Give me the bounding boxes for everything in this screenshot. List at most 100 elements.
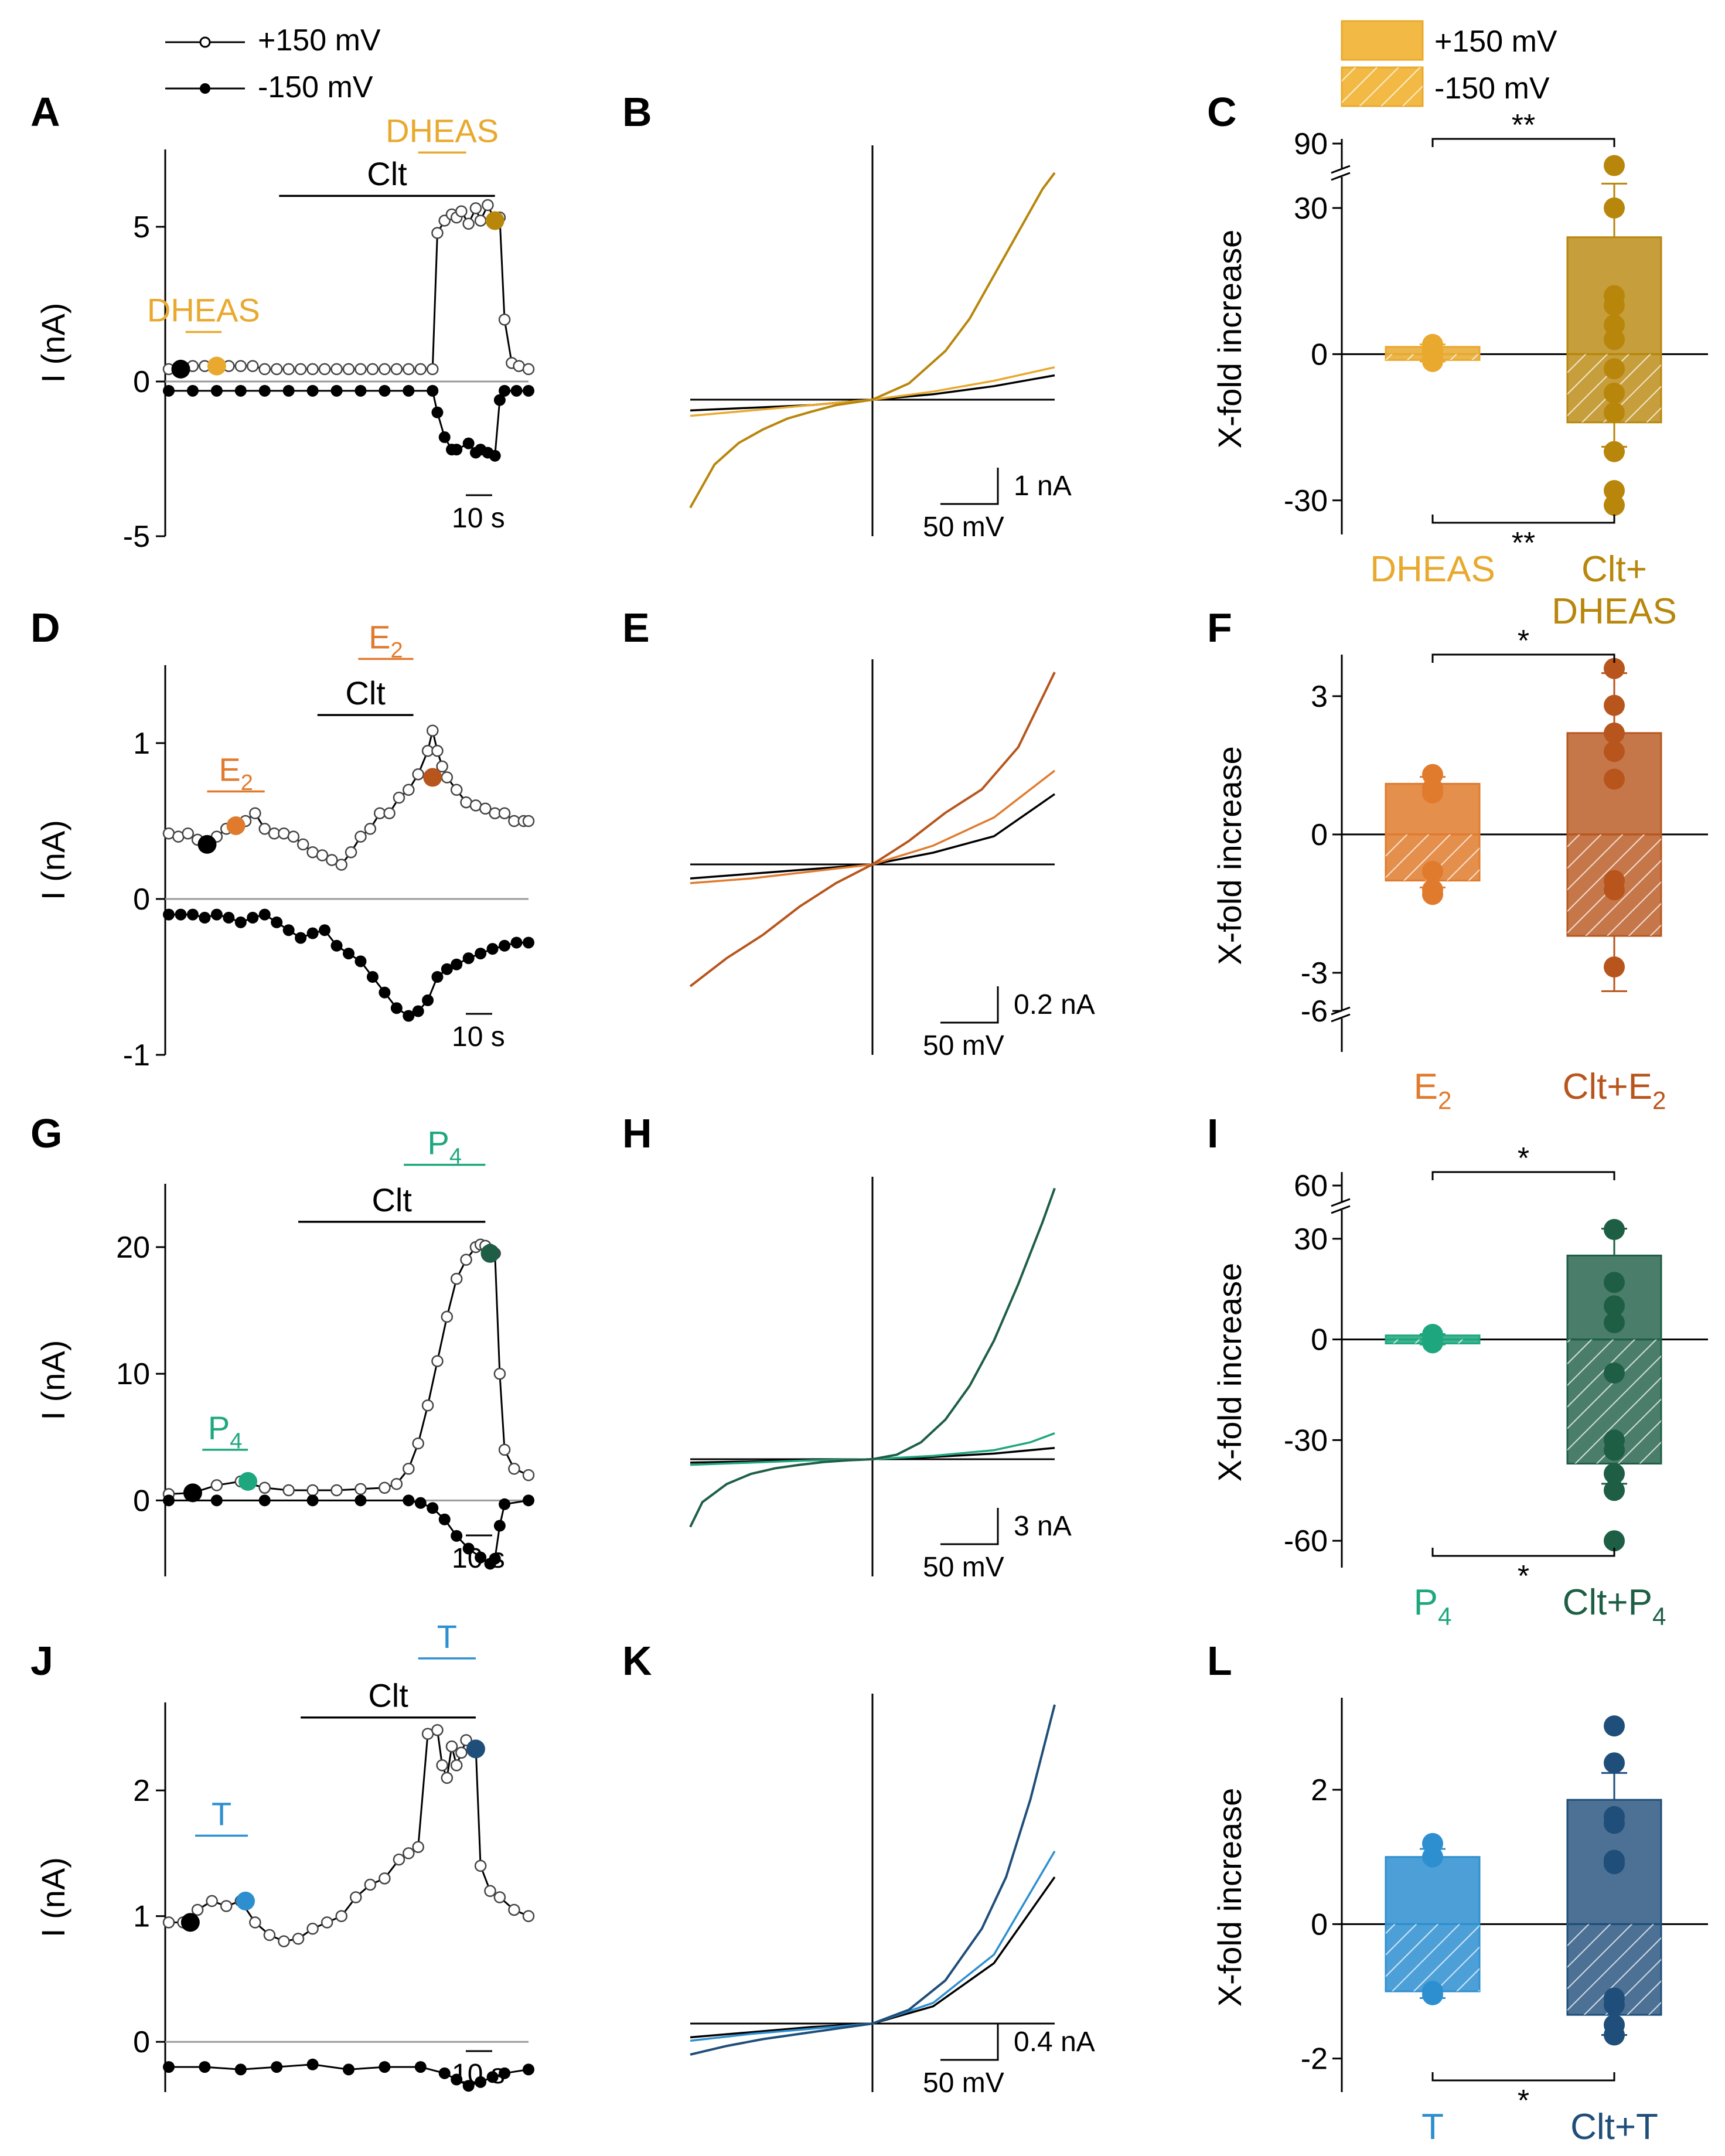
significance-label-bottom: * (1518, 2084, 1529, 2118)
data-point-filled (199, 2061, 211, 2073)
highlight-marker (480, 1244, 500, 1263)
data-point-open (412, 768, 424, 781)
data-point-open (455, 205, 468, 217)
individual-point (1604, 441, 1625, 462)
data-point-filled (462, 1542, 475, 1555)
data-point-filled (475, 1551, 487, 1564)
data-point-open (364, 1878, 377, 1891)
clt-label: Clt (368, 1677, 408, 1714)
data-point-open (455, 1746, 468, 1759)
highlight-marker (236, 1891, 255, 1910)
y-tick-label: 60 (1294, 1169, 1328, 1203)
data-point-open (431, 1724, 444, 1736)
y-tick-label: 0 (1311, 818, 1328, 852)
data-point-filled (486, 2071, 499, 2083)
individual-point (1604, 1530, 1625, 1552)
data-point-filled (486, 943, 499, 955)
iv-scalebar (940, 468, 999, 505)
individual-point (1604, 1752, 1625, 1774)
data-point-open (162, 1916, 175, 1929)
y-tick-label: 0 (1311, 338, 1328, 372)
data-point-open (412, 1841, 424, 1853)
iv-scalebar (940, 2024, 999, 2061)
data-point-open (436, 760, 448, 773)
data-point-filled (523, 2063, 534, 2076)
data-point-filled (438, 431, 451, 444)
drug-label: DHEAS (147, 292, 260, 329)
data-point-open (403, 1463, 415, 1475)
data-point-filled (438, 1513, 451, 1525)
y-axis-label: X-fold increase (1211, 746, 1248, 965)
data-point-open (354, 830, 367, 843)
data-point-filled (234, 2063, 247, 2076)
data-point-filled (510, 936, 523, 949)
individual-point (1604, 197, 1625, 219)
panel-G: G 0 10 20 I (nA) P4 Clt P4 10 s (30, 1111, 535, 1576)
individual-point (1604, 295, 1625, 316)
clt-label: Clt (345, 675, 386, 711)
data-point-open (482, 199, 494, 212)
data-point-open (450, 1759, 463, 1772)
highlight-marker (226, 816, 246, 835)
significance-bracket-top (1431, 138, 1615, 147)
y-tick-label: -5 (123, 520, 150, 554)
data-point-open (247, 360, 259, 372)
panel-letter: B (622, 89, 652, 135)
y-tick-label: 0 (133, 2025, 150, 2059)
panel-letter: I (1207, 1111, 1218, 1156)
data-point-open (522, 815, 535, 827)
data-point-open (522, 1910, 535, 1922)
data-point-open (393, 791, 405, 804)
individual-point (1604, 1312, 1625, 1333)
data-point-filled (295, 932, 307, 944)
data-point-open (191, 1903, 204, 1916)
iv-current-scale-label: 1 nA (1014, 471, 1072, 502)
individual-point (1604, 722, 1625, 744)
iv-current-scale-label: 0.4 nA (1014, 2026, 1095, 2058)
individual-point (1422, 1984, 1443, 2005)
data-point-open (282, 363, 295, 376)
individual-point (1604, 956, 1625, 977)
data-point-open (345, 846, 357, 859)
data-point-filled (199, 911, 211, 924)
y-tick-label: 2 (133, 1774, 150, 1808)
iv-current-scale-label: 3 nA (1014, 1511, 1072, 1542)
data-point-open (522, 363, 535, 376)
individual-point (1604, 741, 1625, 762)
data-point-filled (422, 994, 434, 1006)
y-axis-label: X-fold increase (1211, 1263, 1248, 1482)
data-point-filled (330, 939, 343, 952)
individual-point (1604, 155, 1625, 176)
data-point-open (445, 1740, 458, 1753)
panel-letter: E (622, 605, 650, 650)
data-point-open (441, 1772, 454, 1784)
legend-filled-circle-icon (200, 83, 210, 94)
drug-label: DHEAS (386, 112, 499, 149)
data-point-open (258, 823, 271, 835)
data-point-filled (523, 1494, 534, 1507)
data-point-open (210, 1479, 223, 1491)
y-tick-label: -6 (1301, 994, 1328, 1028)
data-point-filled (282, 924, 295, 936)
data-point-open (436, 1759, 448, 1772)
trace-negative (169, 913, 529, 1017)
data-point-open (474, 214, 487, 227)
data-point-open (354, 363, 367, 376)
data-point-filled (163, 908, 175, 921)
significance-label-bottom: * (1518, 1559, 1529, 1593)
data-point-open (342, 363, 355, 376)
data-point-filled (186, 908, 199, 921)
data-point-open (234, 360, 247, 372)
y-tick-label: -30 (1284, 484, 1328, 518)
significance-bracket-bottom (1431, 2072, 1615, 2082)
panel-letter: G (30, 1111, 62, 1156)
axis-break-mark (1331, 1013, 1351, 1023)
data-point-open (469, 202, 482, 214)
data-point-open (450, 1272, 463, 1285)
data-point-filled (306, 927, 319, 939)
data-point-filled (234, 384, 247, 397)
data-point-open (364, 823, 377, 835)
data-point-open (366, 363, 379, 376)
y-tick-label: 2 (1311, 1773, 1328, 1807)
data-point-open (460, 1254, 472, 1266)
